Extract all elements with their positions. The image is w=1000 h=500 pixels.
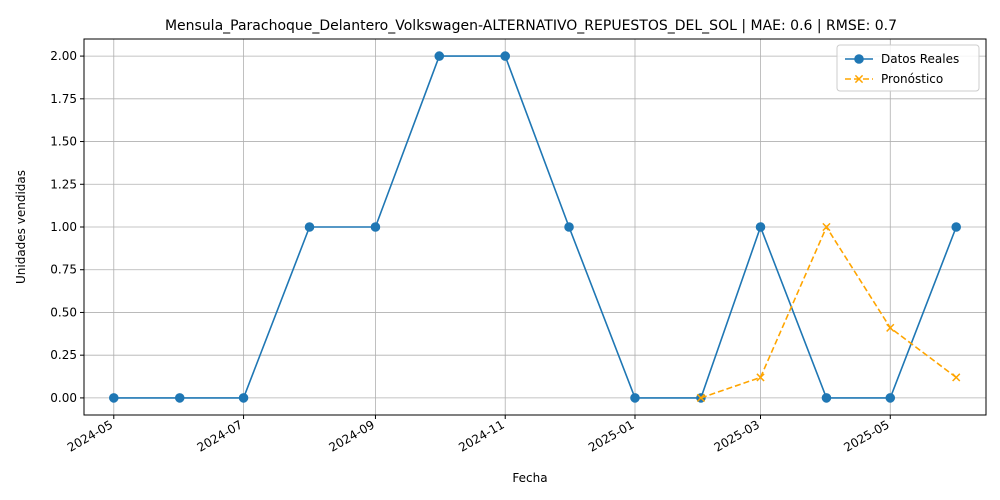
data-point <box>238 393 249 403</box>
series-layer <box>108 51 962 403</box>
data-point <box>952 373 961 382</box>
x-tick-label: 2025-05 <box>841 417 891 454</box>
data-point <box>174 393 185 403</box>
x-tick-label: 2025-01 <box>586 417 636 454</box>
y-tick-label: 0.50 <box>50 305 77 319</box>
data-point <box>370 222 381 232</box>
x-tick-label: 2025-03 <box>712 417 762 454</box>
data-point <box>821 393 832 403</box>
x-tick-label: 2024-09 <box>327 417 377 454</box>
data-point <box>951 222 962 232</box>
data-point <box>108 393 119 403</box>
data-point <box>696 393 706 403</box>
data-point <box>304 222 315 232</box>
data-point <box>500 51 511 61</box>
data-point <box>886 323 895 332</box>
y-axis-ticks: 0.00 0.25 0.50 0.75 1.00 1.25 1.50 1.75 2.00 <box>50 49 84 405</box>
data-point <box>630 393 640 403</box>
legend-label: Pronóstico <box>881 72 943 86</box>
legend-label: Datos Reales <box>881 52 959 66</box>
data-point <box>564 222 574 232</box>
data-point <box>822 222 831 232</box>
y-tick-label: 1.50 <box>50 135 77 149</box>
legend: Datos Reales Pronóstico <box>836 44 980 92</box>
grid-lines <box>84 39 986 415</box>
series-group <box>696 222 961 403</box>
data-point <box>854 54 864 64</box>
y-axis-label: Unidades vendidas <box>14 170 28 284</box>
y-tick-label: 0.25 <box>50 348 77 362</box>
data-point <box>756 373 765 382</box>
data-point <box>854 74 864 84</box>
y-tick-label: 1.00 <box>50 220 77 234</box>
data-point <box>885 393 896 403</box>
data-point <box>755 222 766 232</box>
y-tick-label: 0.75 <box>50 263 77 277</box>
y-tick-label: 2.00 <box>50 49 77 63</box>
x-tick-label: 2024-11 <box>456 417 506 454</box>
y-tick-label: 1.75 <box>50 92 77 106</box>
y-tick-label: 0.00 <box>50 391 77 405</box>
x-tick-label: 2024-07 <box>195 417 245 454</box>
chart-title: Mensula_Parachoque_Delantero_Volkswagen-… <box>165 18 897 34</box>
series-line <box>113 55 957 399</box>
x-tick-label: 2024-05 <box>65 417 115 454</box>
x-axis-label: Fecha <box>512 471 547 485</box>
data-point <box>434 51 445 61</box>
x-axis-ticks: 2024-05 2024-07 2024-09 2024-11 2025-01 2025-… <box>65 415 892 455</box>
y-tick-label: 1.25 <box>50 177 77 191</box>
